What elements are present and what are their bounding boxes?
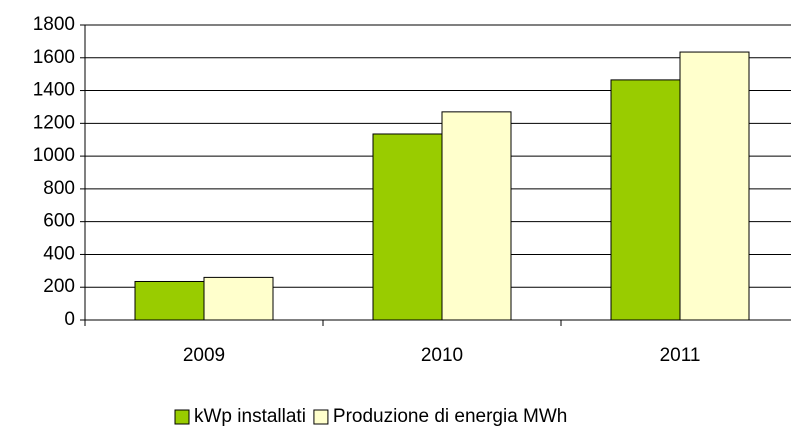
y-tick-label: 800 [43,178,75,199]
legend-swatch [174,409,190,425]
y-tick-label: 200 [43,276,75,297]
y-tick-label: 1400 [33,80,75,101]
x-tick-label: 2011 [660,345,701,366]
bar [610,79,681,321]
bar [441,111,512,321]
legend-label: kWp installati [194,406,306,427]
bar [372,133,443,321]
y-tick-label: 600 [43,211,75,232]
y-tick-label: 1800 [33,14,75,35]
y-tick-label: 1000 [33,145,75,166]
legend-swatch [313,409,329,425]
x-tick-label: 2010 [421,345,463,366]
legend-label: Produzione di energia MWh [333,406,567,427]
bar [134,280,205,321]
y-tick-label: 0 [64,309,75,330]
y-tick-label: 400 [43,243,75,264]
y-tick-label: 1200 [33,112,75,133]
y-tick-label: 1600 [33,47,75,68]
bar [679,51,750,321]
x-tick-label: 2009 [183,345,225,366]
bar [203,276,274,321]
